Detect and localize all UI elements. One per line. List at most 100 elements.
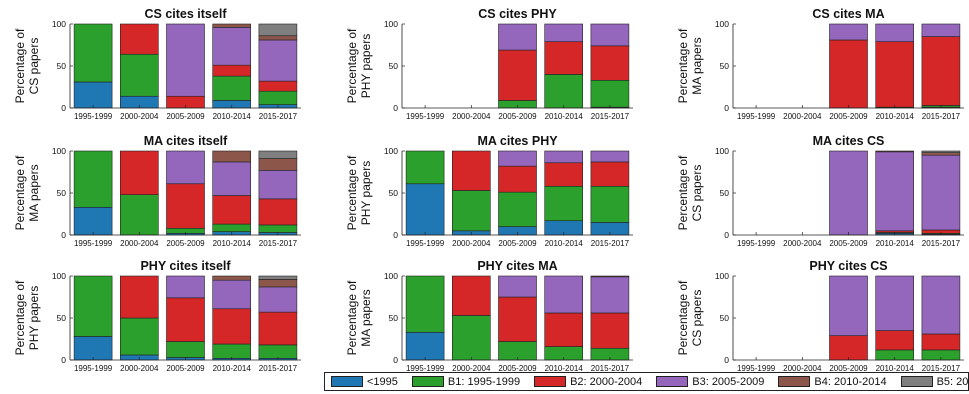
panel-7-bar-2015-2017-B5-2015-2017 (258, 275, 298, 280)
panel-3-xtick-label-1995-1999: 1995-1999 (737, 112, 776, 121)
panel-2-bar-2015-2017-B3-2005-2009 (590, 23, 630, 47)
panel-1-xtick-label-2010-2014: 2010-2014 (213, 112, 252, 121)
panel-7-bar-2000-2004-B1-1995-1999 (120, 317, 159, 356)
panel-4-ytick-label-0: 0 (61, 230, 66, 240)
panel-9-xtick-label-2000-2004: 2000-2004 (783, 364, 822, 373)
panel-7-bar-2010-2014-B1-1995-1999 (212, 343, 251, 359)
panel-1-bar-2010-2014-B1-1995-1999 (212, 75, 251, 101)
panel-3-bar-2015-2017-B3-2005-2009 (921, 23, 961, 37)
panel-9-title: PHY cites CS (809, 259, 887, 273)
panel-7-bar-2015-2017-B1-1995-1999 (258, 344, 298, 359)
panel-5-ytick-label-100: 100 (384, 146, 398, 156)
legend-label: B4: 2010-2014 (814, 375, 887, 388)
panel-9-bar-2015-2017-B2-2000-2004 (921, 333, 961, 351)
panel-2-xtick-label-2010-2014: 2010-2014 (545, 112, 584, 121)
panel-7-bar-2015-2017-B2-2000-2004 (258, 311, 298, 346)
panel-6-bar-2005-2009-B3-2005-2009 (829, 150, 868, 236)
panel-9-bar-2015-2017-B3-2005-2009 (921, 275, 961, 335)
panel-4-ylabel-line1: Percentage of (13, 155, 27, 230)
panel-7-ytick-label-100: 100 (52, 271, 66, 281)
panel-4-ytick-label-50: 50 (57, 188, 67, 198)
panel-6-xtick-label-2005-2009: 2005-2009 (829, 239, 868, 248)
panel-8-bar-2005-2009-B3-2005-2009 (498, 275, 537, 298)
panel-8-bar-1995-1999-B1-1995-1999 (405, 275, 445, 333)
panel-4-bar-2000-2004-B1-1995-1999 (120, 194, 159, 236)
legend-label: B1: 1995-1999 (447, 375, 521, 388)
panel-5-ylabel-line1: Percentage of (345, 155, 359, 230)
panel-5-bar-1995-1999--1995 (405, 183, 445, 236)
panel-7-bar-2005-2009-B1-1995-1999 (166, 341, 205, 358)
panel-1-bar-2015-2017-B1-1995-1999 (258, 90, 298, 105)
panel-6-xtick-label-2010-2014: 2010-2014 (876, 239, 915, 248)
panel-4-bar-2015-2017-B2-2000-2004 (258, 198, 298, 226)
panel-6-xtick-label-2000-2004: 2000-2004 (783, 239, 822, 248)
panel-8-bar-2015-2017-B2-2000-2004 (590, 312, 630, 349)
panel-1-ylabel-line2: CS papers (27, 38, 41, 95)
panel-5-bar-2000-2004-B2-2000-2004 (451, 150, 491, 191)
panel-9-bar-2005-2009-B2-2000-2004 (829, 335, 868, 361)
panel-4-xtick-label-2005-2009: 2005-2009 (166, 239, 205, 248)
panel-2-bar-2015-2017-B1-1995-1999 (590, 79, 630, 108)
legend-label: B3: 2005-2009 (692, 375, 765, 388)
panel-2-ytick-label-0: 0 (393, 103, 398, 113)
panel-4-title: MA cites itself (144, 134, 228, 148)
panel-7-xtick-label-2010-2014: 2010-2014 (213, 364, 252, 373)
panel-7-bar-2015-2017-B3-2005-2009 (258, 286, 298, 313)
panel-1-bar-2005-2009-B3-2005-2009 (166, 23, 205, 97)
legend-label: <1995 (367, 375, 398, 388)
panel-7-bar-2015-2017-B4-2010-2014 (258, 279, 298, 288)
panel-8-xtick-label-2015-2017: 2015-2017 (591, 364, 630, 373)
panel-2-xtick-label-2000-2004: 2000-2004 (452, 112, 491, 121)
panel-1-bar-2015-2017-B3-2005-2009 (258, 39, 298, 82)
legend-swatch (778, 376, 811, 387)
panel-2-xtick-label-2015-2017: 2015-2017 (591, 112, 630, 121)
panel-2-xtick-label-2005-2009: 2005-2009 (498, 112, 537, 121)
panel-8-ytick-label-0: 0 (393, 355, 398, 365)
panel-3-xtick-label-2010-2014: 2010-2014 (876, 112, 915, 121)
panel-4-bar-2005-2009-B3-2005-2009 (166, 150, 205, 185)
panel-5-xtick-label-2010-2014: 2010-2014 (545, 239, 584, 248)
panel-2-bar-2005-2009-B2-2000-2004 (498, 49, 537, 101)
panel-3-ylabel-line1: Percentage of (676, 28, 690, 103)
panel-7-bar-2010-2014-B4-2010-2014 (212, 275, 251, 281)
panel-5-bar-2005-2009-B2-2000-2004 (498, 165, 537, 193)
panel-8-bar-2015-2017-B4-2010-2014 (590, 275, 630, 278)
panel-2-bar-2010-2014-B2-2000-2004 (544, 41, 584, 75)
panel-8-xtick-label-1995-1999: 1995-1999 (406, 364, 445, 373)
panel-4-ylabel-line2: MA papers (27, 164, 41, 221)
panel-7-ylabel-line2: PHY papers (27, 286, 41, 350)
panel-4-bar-2015-2017-B4-2010-2014 (258, 158, 298, 171)
panel-1-bar-2015-2017-B2-2000-2004 (258, 80, 298, 92)
panel-7-xtick-label-2000-2004: 2000-2004 (120, 364, 159, 373)
panel-6-title: MA cites CS (813, 134, 885, 148)
panel-1-bar-2000-2004-B2-2000-2004 (120, 23, 159, 55)
panel-3-ytick-label-50: 50 (720, 61, 730, 71)
panel-1-ytick-label-100: 100 (52, 19, 66, 29)
panel-7-ytick-label-50: 50 (57, 313, 67, 323)
panel-1-title: CS cites itself (145, 7, 228, 21)
legend-item: B4: 2010-2014 (778, 376, 894, 388)
panel-2-bar-2005-2009-B3-2005-2009 (498, 23, 537, 51)
panel-3-ylabel-line2: MA papers (690, 37, 704, 94)
panel-1-bar-2010-2014-B3-2005-2009 (212, 27, 251, 66)
panel-1-bar-2015-2017-B4-2010-2014 (258, 35, 298, 41)
panel-7-ylabel-line1: Percentage of (13, 280, 27, 355)
panel-8-bar-2000-2004-B2-2000-2004 (451, 275, 491, 316)
legend-item: B2: 2000-2004 (534, 376, 650, 388)
panel-8-bar-1995-1999--1995 (405, 331, 445, 361)
panel-1-bar-2010-2014-B4-2010-2014 (212, 23, 251, 28)
panel-4-bar-2010-2014-B2-2000-2004 (212, 195, 251, 225)
legend-item: <1995 (331, 376, 406, 388)
panel-5-xtick-label-2000-2004: 2000-2004 (452, 239, 491, 248)
panel-8-bar-2005-2009-B2-2000-2004 (498, 296, 537, 342)
panel-1-ylabel-line1: Percentage of (13, 28, 27, 103)
panel-7-xtick-label-2005-2009: 2005-2009 (166, 364, 205, 373)
panel-1-bar-1995-1999--1995 (73, 81, 113, 109)
legend-swatch (411, 376, 444, 387)
panel-8-xtick-label-2000-2004: 2000-2004 (452, 364, 491, 373)
panel-2-ytick-label-100: 100 (384, 19, 398, 29)
panel-4-bar-2010-2014-B3-2005-2009 (212, 161, 251, 196)
panel-3-bar-2010-2014-B2-2000-2004 (875, 41, 915, 108)
panel-2-ylabel-line2: PHY papers (359, 34, 373, 98)
